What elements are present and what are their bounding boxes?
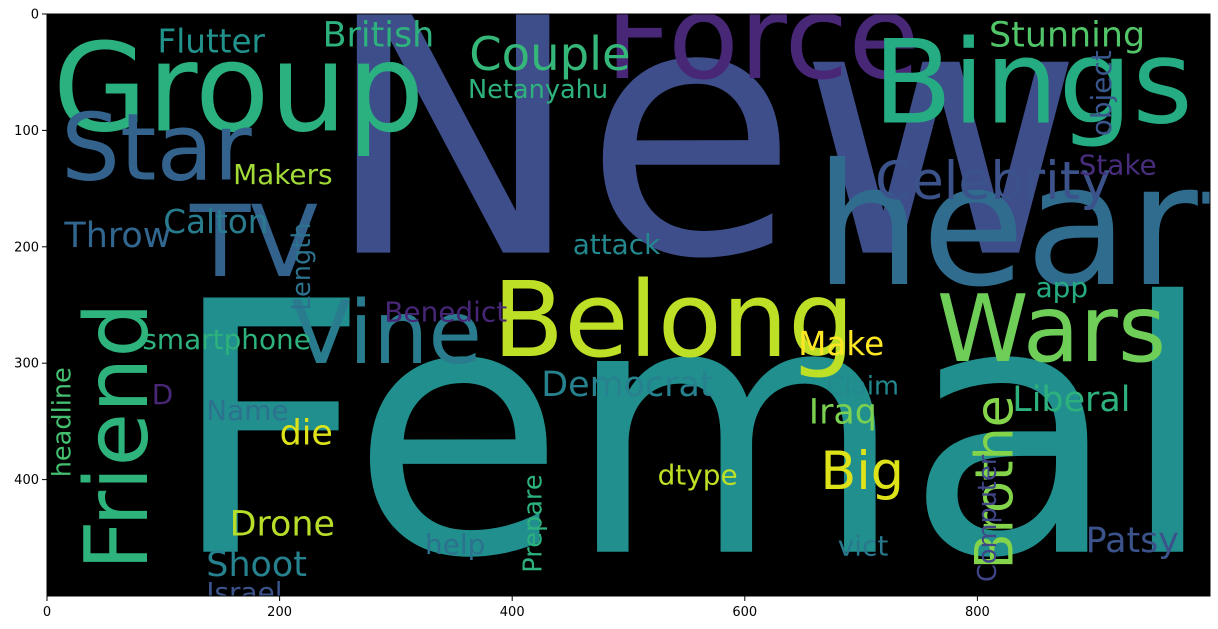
word-photo: Photo	[1088, 606, 1188, 629]
x-tick-label: 600	[732, 605, 757, 620]
word-attack: attack	[573, 228, 661, 261]
word-patsy: Patsy	[1086, 521, 1179, 561]
word-length: Length	[287, 223, 317, 311]
word-netanyahu: Netanyahu	[468, 75, 608, 105]
y-tick-label: 300	[14, 357, 39, 372]
word-wars: Wars	[937, 275, 1167, 383]
word-stunning: Stunning	[989, 16, 1145, 56]
word-heart: heart	[815, 128, 1218, 324]
word-star: Star	[61, 93, 252, 201]
word-tv: TV	[189, 185, 318, 300]
word-trailer: Trailer	[151, 588, 420, 629]
x-tick-label: 200	[267, 605, 292, 620]
word-liberal: Liberal	[1012, 380, 1130, 420]
word-bings: Bings	[873, 15, 1193, 150]
word-dtype: dtype	[658, 458, 738, 491]
word-d: D	[152, 378, 173, 411]
word-prepare: Prepare	[518, 474, 548, 572]
y-tick-label: 100	[14, 124, 39, 139]
word-celebrity: Celebrity	[875, 151, 1111, 212]
word-stake: Stake	[1079, 149, 1157, 182]
y-axis: 0 100 200 300 400	[14, 8, 47, 488]
word-brothe: Brothe	[964, 395, 1025, 569]
word-benedict: Benedict	[384, 295, 507, 328]
x-axis: 0 200 400 600 800	[43, 596, 990, 620]
word-big: Big	[820, 441, 904, 502]
word-friend: Friend	[66, 302, 168, 570]
word-belong: Belong	[492, 259, 854, 381]
word-israel: Israel	[206, 576, 282, 609]
word-vine: Vine	[291, 282, 482, 384]
word-make: Make	[798, 325, 884, 363]
word-awakens: Awakens	[756, 586, 1164, 629]
word-smartphone: smartphone	[142, 323, 310, 356]
y-tick-label: 200	[14, 240, 39, 255]
word-die: die	[280, 414, 333, 454]
x-tick-label: 400	[500, 605, 525, 620]
x-tick-label: 0	[43, 605, 51, 620]
word-york: York	[531, 585, 714, 629]
word-claim: Claim	[826, 372, 899, 402]
word-makers: Makers	[233, 158, 332, 191]
word-female: Female	[169, 229, 1218, 629]
plot-frame	[46, 13, 1211, 597]
word-force: Force	[605, 0, 920, 106]
plot-background	[47, 14, 1210, 596]
word-help: help	[425, 528, 485, 561]
y-tick-label: 0	[31, 8, 39, 23]
word-shoot: Shoot	[206, 545, 307, 585]
word-vict: vict	[838, 529, 889, 562]
word-group: Group	[53, 17, 425, 159]
word-object: object	[1085, 50, 1118, 136]
word-democrat: Democrat	[541, 365, 713, 405]
word-headline: headline	[47, 367, 77, 477]
word-flutter: Flutter	[158, 22, 266, 60]
word-iraq: Iraq	[809, 393, 877, 433]
word-throw: Throw	[63, 216, 171, 256]
word-new: New	[323, 0, 1084, 336]
word-calton: Calton	[163, 203, 268, 241]
word-app: app	[1036, 271, 1089, 304]
word-couple: Couple	[469, 27, 630, 81]
word-name: Name	[206, 394, 288, 427]
word-british: British	[323, 16, 435, 56]
y-tick-label: 400	[14, 473, 39, 488]
x-tick-label: 800	[965, 605, 990, 620]
word-drone: Drone	[230, 505, 335, 545]
word-computer: Computer	[973, 454, 1003, 582]
